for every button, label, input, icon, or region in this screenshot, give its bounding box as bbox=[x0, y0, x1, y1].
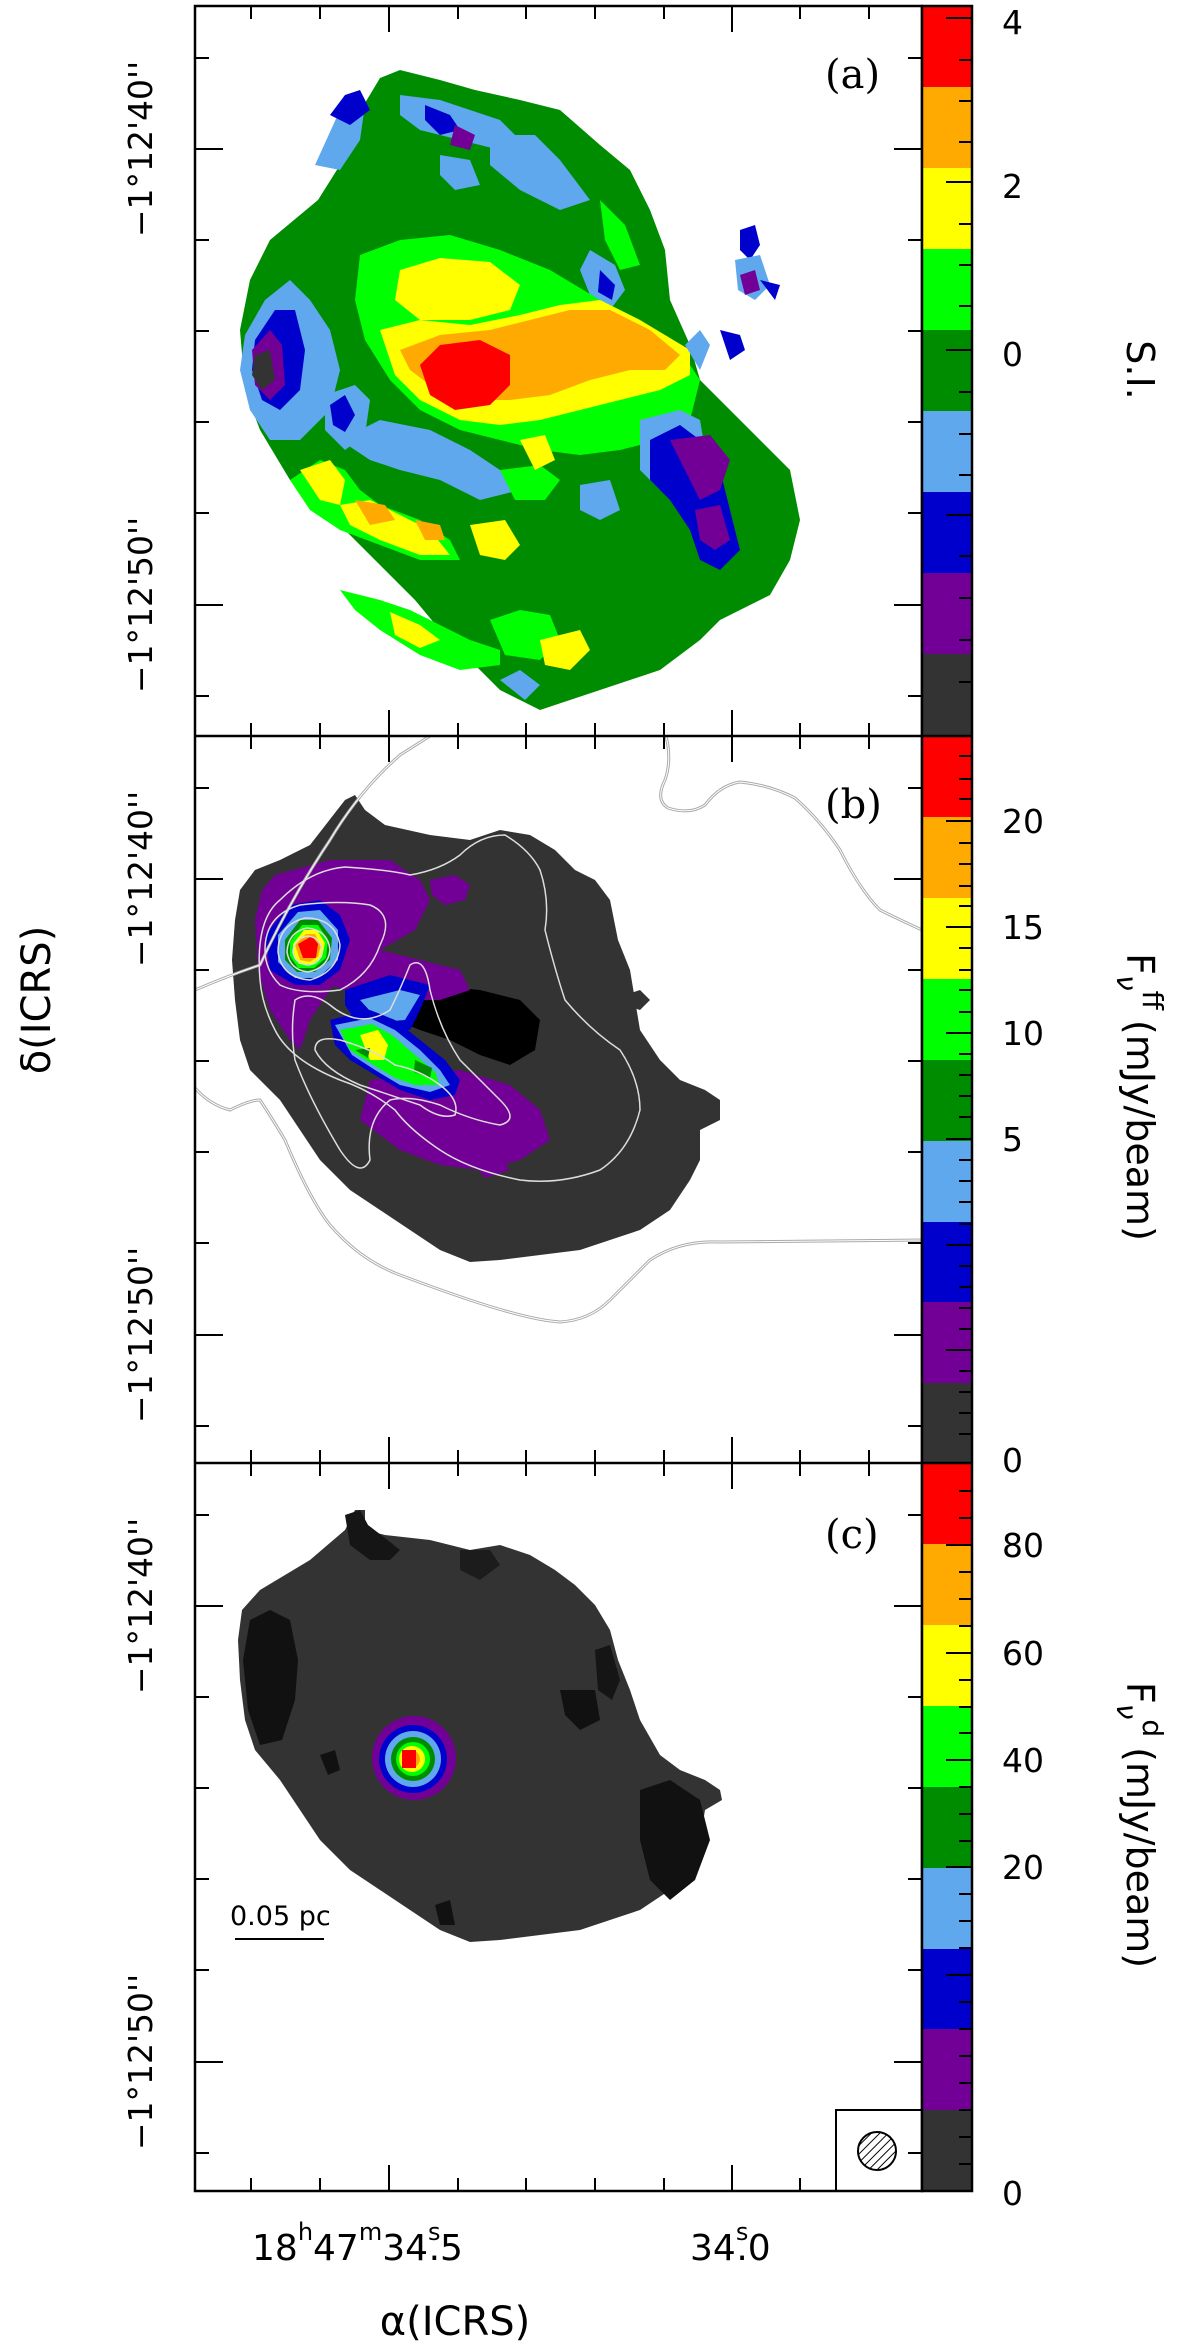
ytick-a-50: −1°12'50'' bbox=[121, 517, 160, 693]
xlabel: α(ICRS) bbox=[380, 2299, 531, 2345]
xtick-frac: 5 bbox=[440, 2228, 463, 2269]
scalebar-label: 0.05 pc bbox=[230, 1901, 331, 1932]
cbar-c-title-sup: d bbox=[1136, 1719, 1169, 1737]
beam-ellipse-icon bbox=[857, 2131, 897, 2171]
colorbar-c bbox=[922, 1463, 972, 2191]
xtick-m: 47 bbox=[313, 2228, 359, 2269]
panel-b-tag: (b) bbox=[825, 782, 882, 828]
y-tick-labels: −1°12'40'' −1°12'50'' −1°12'40'' −1°12'5… bbox=[121, 61, 160, 2150]
xtick2-frac: 0 bbox=[748, 2228, 771, 2269]
colorbar-b bbox=[922, 736, 972, 1463]
cbar-c-title-sub: ν bbox=[1110, 1704, 1143, 1720]
free-free-map bbox=[232, 795, 720, 1262]
ytick-c-50: −1°12'50'' bbox=[121, 1974, 160, 2150]
cbar-b-title-main: F bbox=[1118, 953, 1162, 975]
dust-map bbox=[238, 1510, 722, 1942]
cbar-b-tick-5: 5 bbox=[1002, 1120, 1023, 1159]
cbar-b-title-unit: (mJy/beam) bbox=[1118, 1020, 1162, 1241]
colorbar-b-labels: 20 15 10 5 0 bbox=[1002, 802, 1044, 1480]
cbar-c-title-main: F bbox=[1118, 1682, 1162, 1704]
cbar-a-tick-4: 4 bbox=[1002, 3, 1023, 42]
cbar-a-title: S.I. bbox=[1118, 340, 1162, 400]
xtick-h: 18 bbox=[252, 2228, 298, 2269]
cbar-b-tick-0: 0 bbox=[1002, 1441, 1023, 1480]
svg-text:18h47m34s.5: 18h47m34s.5 bbox=[252, 2218, 463, 2269]
cbar-b-tick-15: 15 bbox=[1002, 908, 1044, 947]
colorbar-c-title: Fνd (mJy/beam) bbox=[1110, 1682, 1169, 1968]
cbar-b-title-sub: ν bbox=[1110, 975, 1143, 991]
x-ticks bbox=[250, 6, 870, 2191]
colorbar-c-labels: 80 60 40 20 0 bbox=[1002, 1526, 1044, 2213]
colorbar-a-title: S.I. bbox=[1118, 340, 1162, 400]
xtick2-s: 34 bbox=[690, 2228, 736, 2269]
colorbar-b-title: Fνff (mJy/beam) bbox=[1110, 953, 1169, 1241]
panel-c-tag: (c) bbox=[825, 1512, 879, 1558]
svg-text:Fνff(mJy/beam): Fνff (mJy/beam) bbox=[1110, 953, 1169, 1241]
ytick-c-40: −1°12'40'' bbox=[121, 1518, 160, 1694]
cbar-c-tick-0: 0 bbox=[1002, 2174, 1023, 2213]
cbar-c-tick-60: 60 bbox=[1002, 1634, 1044, 1673]
ytick-b-40: −1°12'40'' bbox=[121, 791, 160, 967]
y-ticks bbox=[195, 57, 922, 2154]
colorbar-a bbox=[922, 6, 972, 736]
cbar-a-tick-2: 2 bbox=[1002, 167, 1023, 206]
colorbar-a-labels: 4 2 0 bbox=[1002, 3, 1023, 374]
cbar-b-tick-20: 20 bbox=[1002, 802, 1044, 841]
cbar-c-title-unit: (mJy/beam) bbox=[1118, 1747, 1162, 1968]
x-tick-labels: 18h47m34s.5 34s.0 bbox=[252, 2218, 771, 2269]
si-map bbox=[240, 70, 800, 710]
ylabel: δ(ICRS) bbox=[14, 926, 60, 1075]
y-axis-label: δ(ICRS) bbox=[14, 926, 60, 1075]
ytick-a-40: −1°12'40'' bbox=[121, 61, 160, 237]
panel-a-tag: (a) bbox=[825, 52, 880, 98]
contours bbox=[195, 736, 922, 1324]
svg-text:Fνd(mJy/beam): Fνd (mJy/beam) bbox=[1110, 1682, 1169, 1968]
cbar-b-title-sup: ff bbox=[1136, 991, 1169, 1011]
colorbar-ticks bbox=[946, 17, 972, 2165]
xtick-s: 34 bbox=[382, 2228, 428, 2269]
ytick-b-50: −1°12'50'' bbox=[121, 1247, 160, 1423]
colorbar-frames bbox=[920, 4, 974, 2193]
panel-c: (c) 0.05 pc bbox=[230, 1510, 922, 2191]
panel-b: (b) bbox=[195, 736, 922, 1324]
cbar-b-tick-10: 10 bbox=[1002, 1014, 1044, 1053]
panel-a: (a) bbox=[240, 52, 880, 710]
svg-text:34s.0: 34s.0 bbox=[690, 2218, 771, 2269]
cbar-a-tick-0: 0 bbox=[1002, 335, 1023, 374]
cbar-c-tick-40: 40 bbox=[1002, 1741, 1044, 1780]
cbar-c-tick-80: 80 bbox=[1002, 1526, 1044, 1565]
cbar-c-tick-20: 20 bbox=[1002, 1848, 1044, 1887]
